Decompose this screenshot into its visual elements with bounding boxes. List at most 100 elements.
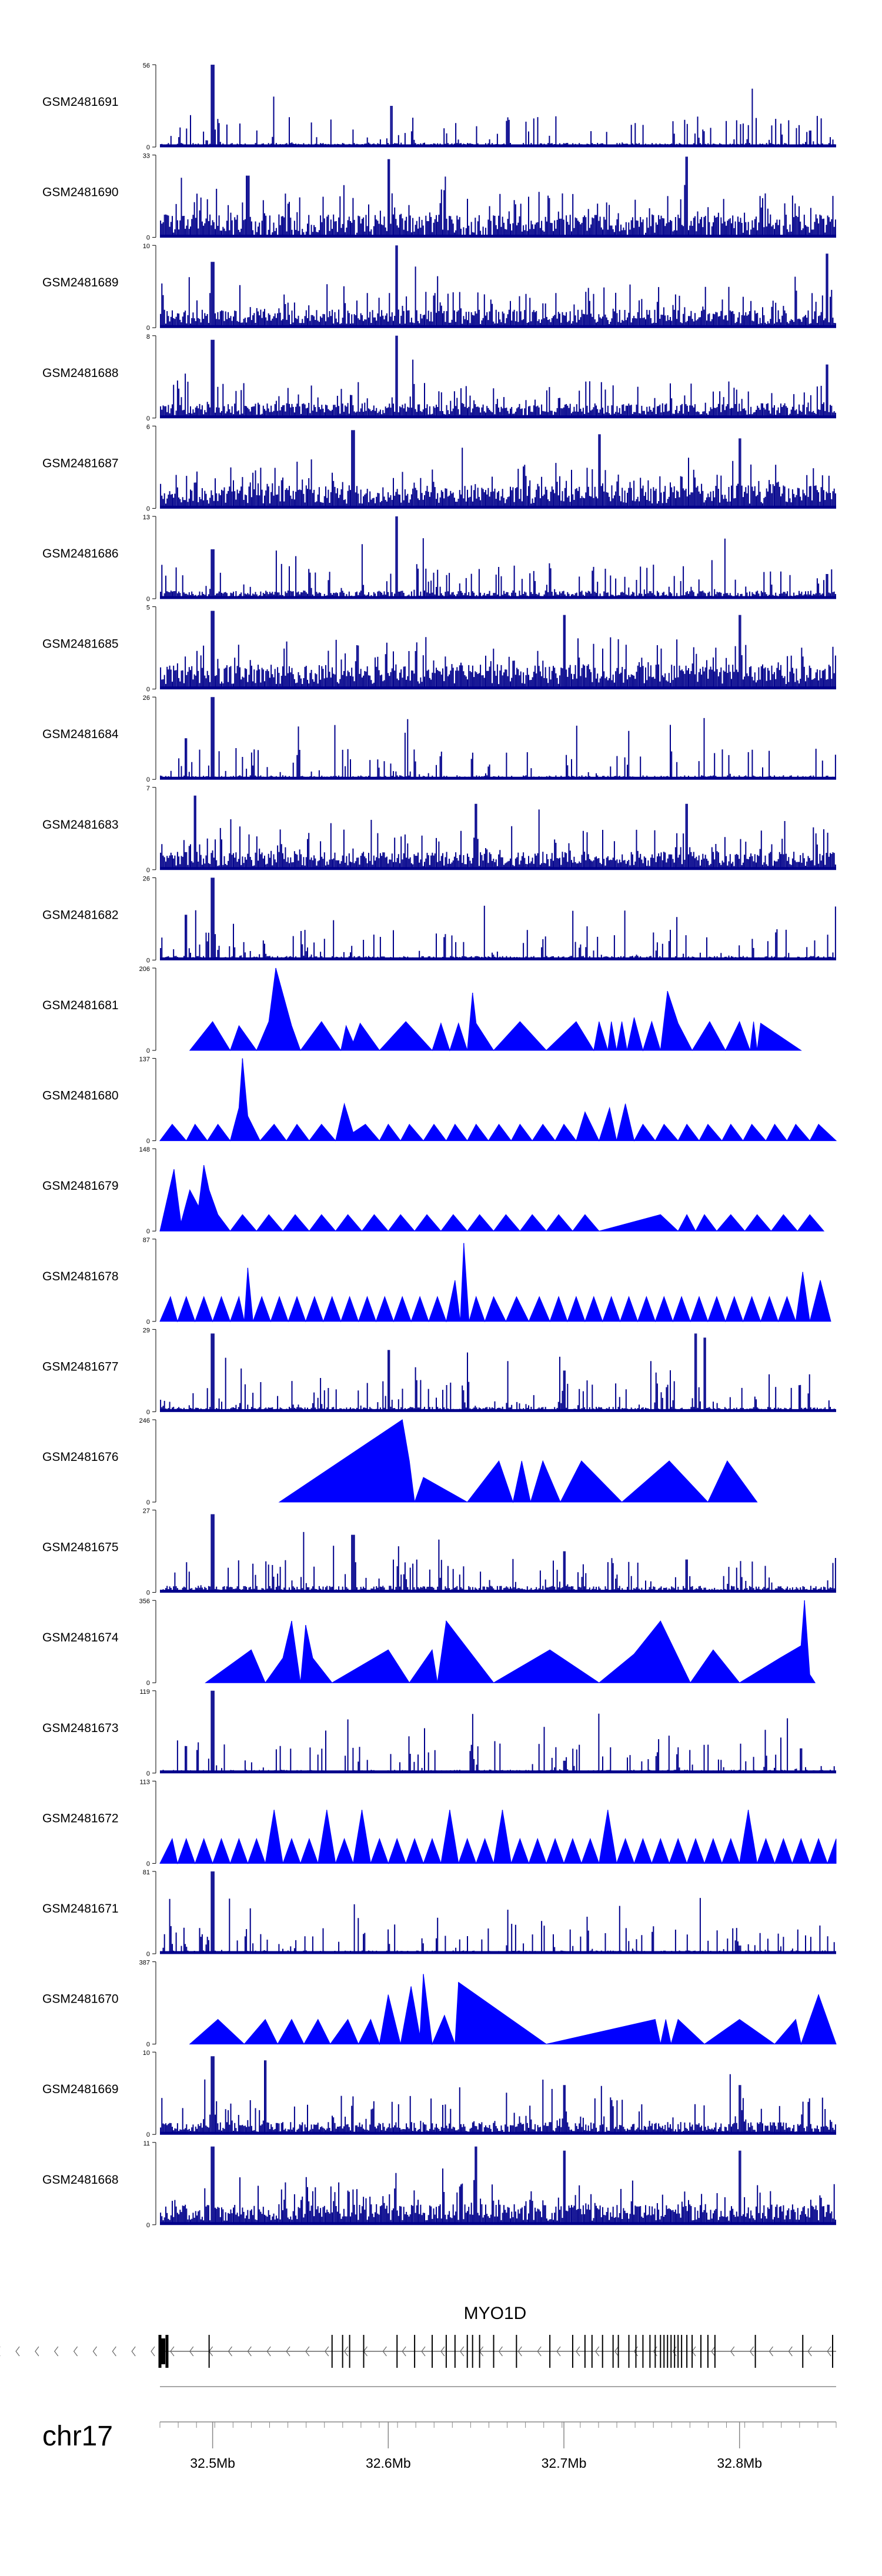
strand-arrow xyxy=(286,2346,290,2357)
y-max-label: 56 xyxy=(143,62,150,69)
coverage-area xyxy=(159,1243,831,1323)
coverage-bars xyxy=(160,2146,836,2225)
exon xyxy=(549,2335,551,2368)
exon xyxy=(674,2335,676,2368)
y-max-label: 113 xyxy=(139,1778,150,1786)
coverage-bars xyxy=(160,156,836,238)
strand-arrow xyxy=(92,2346,97,2357)
track-label: GSM2481671 xyxy=(42,1902,119,1916)
track-label: GSM2481677 xyxy=(42,1360,119,1373)
y-max-label: 13 xyxy=(143,514,150,521)
y-zero-label: 0 xyxy=(146,1860,150,1867)
y-zero-label: 0 xyxy=(146,957,150,964)
coverage-area xyxy=(189,967,802,1052)
track-label: GSM2481678 xyxy=(42,1270,119,1283)
exon xyxy=(677,2335,679,2368)
strand-arrow xyxy=(402,2346,406,2357)
exon xyxy=(472,2335,473,2368)
strand-arrow xyxy=(421,2346,426,2357)
track-label: GSM2481681 xyxy=(42,999,119,1012)
strand-arrow xyxy=(170,2346,175,2357)
exon-first xyxy=(159,2338,165,2364)
exon xyxy=(431,2335,433,2368)
exon xyxy=(667,2335,669,2368)
track-GSM2481681: GSM2481681 206 0 xyxy=(42,966,802,1055)
y-max-label: 6 xyxy=(146,423,150,431)
coverage-bars xyxy=(160,1514,836,1593)
exon xyxy=(612,2335,614,2368)
strand-arrow xyxy=(440,2346,445,2357)
exon xyxy=(342,2335,343,2368)
track-GSM2481671: GSM2481671 81 0 xyxy=(42,1869,836,1958)
coverage-bars xyxy=(160,795,836,870)
coverage-bars xyxy=(160,2056,836,2135)
strand-arrow xyxy=(614,2346,619,2357)
exon xyxy=(660,2335,662,2368)
exon xyxy=(454,2335,456,2368)
track-GSM2481685: GSM2481685 5 0 xyxy=(42,605,836,693)
coverage-bars xyxy=(160,1690,836,1773)
exon xyxy=(802,2335,804,2368)
y-max-label: 246 xyxy=(139,1417,150,1424)
y-max-label: 81 xyxy=(143,1869,150,1876)
track-label: GSM2481688 xyxy=(42,366,119,380)
coverage-area xyxy=(205,1600,816,1684)
strand-arrow xyxy=(325,2346,329,2357)
strand-arrow xyxy=(54,2346,59,2357)
coverage-bars xyxy=(160,245,836,328)
coverage-area xyxy=(278,1419,758,1503)
y-zero-label: 0 xyxy=(146,776,150,783)
coverage-area xyxy=(159,1165,825,1232)
strand-arrow xyxy=(711,2346,716,2357)
y-zero-label: 0 xyxy=(146,1409,150,1416)
exon xyxy=(670,2335,672,2368)
strand-arrow xyxy=(556,2346,561,2357)
y-max-label: 11 xyxy=(143,2140,150,2147)
track-label: GSM2481676 xyxy=(42,1450,119,1464)
exon xyxy=(832,2335,834,2368)
strand-arrow xyxy=(498,2346,503,2357)
y-max-label: 8 xyxy=(146,333,150,341)
y-max-label: 356 xyxy=(139,1598,150,1605)
strand-arrow xyxy=(382,2346,387,2357)
y-max-label: 10 xyxy=(143,243,150,250)
strand-arrow xyxy=(266,2346,271,2357)
y-max-label: 137 xyxy=(139,1056,150,1063)
strand-arrow xyxy=(517,2346,522,2357)
track-label: GSM2481690 xyxy=(42,186,119,199)
y-zero-label: 0 xyxy=(146,1770,150,1777)
exon xyxy=(466,2335,468,2368)
strand-arrow xyxy=(827,2346,831,2357)
exon xyxy=(602,2335,603,2368)
exon xyxy=(700,2335,701,2368)
y-zero-label: 0 xyxy=(146,2131,150,2138)
x-tick-label: 32.5Mb xyxy=(190,2455,235,2471)
y-zero-label: 0 xyxy=(146,2222,150,2229)
strand-arrow xyxy=(305,2346,310,2357)
exon xyxy=(617,2335,619,2368)
track-GSM2481672: GSM2481672 113 0 xyxy=(42,1778,837,1867)
coverage-bars xyxy=(160,697,836,780)
y-zero-label: 0 xyxy=(146,1680,150,1687)
track-label: GSM2481680 xyxy=(42,1089,119,1103)
track-GSM2481678: GSM2481678 87 0 xyxy=(42,1237,831,1326)
track-label: GSM2481675 xyxy=(42,1541,119,1554)
y-max-label: 148 xyxy=(139,1146,150,1153)
track-label: GSM2481687 xyxy=(42,456,119,470)
track-GSM2481670: GSM2481670 387 0 xyxy=(42,1960,837,2048)
track-label: GSM2481682 xyxy=(42,908,119,922)
strand-arrow xyxy=(576,2346,580,2357)
strand-arrow xyxy=(749,2346,754,2357)
strand-arrow xyxy=(807,2346,812,2357)
y-max-label: 387 xyxy=(139,1960,150,1967)
exon xyxy=(663,2335,665,2368)
track-GSM2481675: GSM2481675 27 0 xyxy=(42,1508,836,1597)
exon xyxy=(591,2335,593,2368)
track-GSM2481679: GSM2481679 148 0 xyxy=(42,1146,825,1235)
strand-arrow xyxy=(189,2346,194,2357)
strand-arrow xyxy=(112,2346,116,2357)
strand-arrow xyxy=(151,2346,155,2357)
track-GSM2481686: GSM2481686 13 0 xyxy=(42,514,836,603)
track-GSM2481682: GSM2481682 26 0 xyxy=(42,875,836,964)
